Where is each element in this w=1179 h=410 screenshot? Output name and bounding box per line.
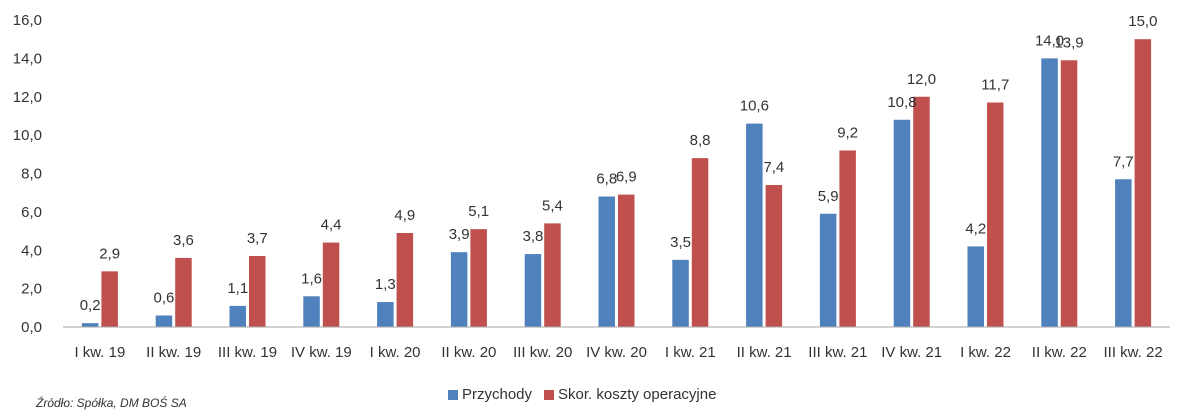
data-label: 3,7	[247, 230, 268, 247]
bar-koszty	[765, 185, 783, 327]
bar-przychody	[893, 119, 911, 328]
bar-koszty	[1060, 60, 1078, 327]
data-label: 4,9	[394, 207, 415, 224]
data-label: 6,8	[596, 171, 617, 188]
bar-przychody	[746, 123, 763, 327]
data-label: 13,9	[1054, 34, 1083, 51]
data-label: 15,0	[1128, 13, 1157, 30]
x-tick-label: II kw. 22	[1032, 344, 1087, 361]
x-tick-label: III kw. 22	[1103, 344, 1162, 361]
y-tick-label: 4,0	[21, 242, 42, 259]
y-tick-label: 2,0	[21, 281, 42, 298]
bar-przychody	[967, 246, 984, 327]
data-label: 1,1	[227, 280, 248, 297]
bar-przychody	[377, 302, 394, 327]
legend-item-przychody: Przychody	[448, 386, 532, 403]
bar-przychody	[1041, 58, 1058, 327]
data-label: 5,1	[468, 203, 489, 220]
y-tick-label: 16,0	[13, 12, 42, 29]
bar-przychody	[672, 259, 689, 327]
bar-przychody	[155, 315, 173, 327]
data-label: 8,8	[690, 132, 711, 149]
bar-koszty	[175, 257, 192, 327]
bar-przychody	[819, 213, 837, 327]
x-tick-label: III kw. 21	[808, 344, 867, 361]
x-tick-label: II kw. 21	[737, 344, 792, 361]
data-label: 3,6	[173, 232, 194, 249]
data-label: 4,4	[321, 217, 342, 234]
data-label: 6,9	[616, 169, 637, 186]
bar-koszty	[322, 242, 340, 327]
legend-swatch-koszty	[544, 389, 555, 400]
x-tick-label: II kw. 19	[146, 344, 201, 361]
data-label: 5,4	[542, 197, 563, 214]
data-label: 3,9	[449, 226, 470, 243]
x-tick-label: IV kw. 21	[881, 344, 942, 361]
legend: Przychody Skor. koszty operacyjne	[448, 386, 728, 403]
bar-koszty	[249, 256, 266, 327]
bar-przychody	[81, 323, 99, 327]
y-tick-label: 10,0	[13, 127, 42, 144]
x-tick-label: I kw. 19	[74, 344, 125, 361]
data-label: 4,2	[965, 220, 986, 237]
y-tick-label: 8,0	[21, 166, 42, 183]
bar-koszty	[544, 223, 561, 327]
data-label: 3,8	[523, 228, 544, 245]
data-label: 12,0	[907, 71, 936, 88]
x-tick-label: IV kw. 20	[586, 344, 647, 361]
bar-koszty	[618, 194, 635, 327]
data-label: 14,0	[1035, 32, 1064, 49]
bar-koszty	[987, 102, 1004, 327]
y-tick-label: 0,0	[21, 319, 42, 336]
data-label: 2,9	[99, 245, 120, 262]
bar-koszty	[470, 229, 487, 327]
y-tick-label: 12,0	[13, 89, 42, 106]
bar-przychody	[598, 196, 615, 327]
bar-przychody	[1115, 179, 1132, 327]
bar-przychody	[450, 252, 468, 327]
data-label: 1,6	[301, 270, 322, 287]
source-note: Źródło: Spółka, DM BOŚ SA	[36, 396, 187, 410]
data-label: 7,4	[763, 159, 784, 176]
x-tick-label: IV kw. 19	[291, 344, 352, 361]
bar-koszty	[913, 96, 930, 327]
legend-swatch-przychody	[448, 389, 458, 400]
legend-label-przychody: Przychody	[462, 386, 533, 403]
value-labels: 0,2 0,6 1,1 1,6 1,3 3,9 3,8 6,8 3,5 10,6 5,9 10,8 4,…	[80, 13, 1158, 314]
bar-koszty	[691, 158, 709, 327]
data-label: 10,8	[887, 94, 916, 111]
x-tick-label: I kw. 21	[665, 344, 716, 361]
data-label: 1,3	[375, 276, 396, 293]
data-label: 11,7	[981, 77, 1009, 94]
data-label: 7,7	[1113, 153, 1134, 170]
data-label: 5,9	[818, 188, 839, 205]
data-label: 0,6	[154, 289, 175, 306]
data-label: 10,6	[740, 98, 769, 115]
y-axis: 0,0 2,0 4,0 6,0 8,0 10,0 12,0 14,0 16,0	[13, 12, 42, 336]
legend-label-koszty: Skor. koszty operacyjne	[558, 386, 717, 403]
bar-przychody	[229, 305, 246, 327]
bar-koszty	[839, 150, 856, 327]
bars	[81, 39, 1152, 328]
legend-item-koszty: Skor. koszty operacyjne	[544, 386, 716, 403]
x-axis: I kw. 19 II kw. 19 III kw. 19 IV kw. 19 I kw…	[63, 326, 1170, 361]
data-label: 0,2	[80, 297, 101, 314]
bar-koszty	[396, 232, 414, 327]
data-label: 3,5	[670, 234, 691, 251]
x-tick-label: III kw. 20	[513, 344, 572, 361]
x-tick-label: II kw. 20	[441, 344, 496, 361]
bar-przychody	[524, 254, 542, 327]
bar-koszty	[1134, 39, 1152, 327]
y-tick-label: 6,0	[21, 204, 42, 221]
bar-przychody	[303, 296, 320, 327]
x-tick-label: I kw. 22	[960, 344, 1011, 361]
data-label: 9,2	[837, 124, 858, 141]
x-tick-label: III kw. 19	[218, 344, 277, 361]
x-tick-label: I kw. 20	[370, 344, 421, 361]
y-tick-label: 14,0	[13, 50, 42, 67]
bar-koszty	[101, 271, 118, 327]
